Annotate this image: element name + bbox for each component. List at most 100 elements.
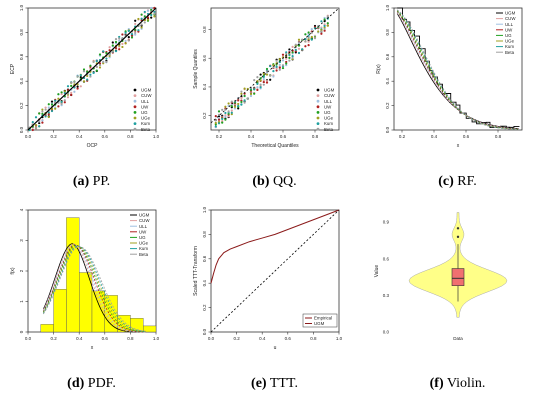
qq-point <box>259 86 262 89</box>
legend-label: UGe <box>141 116 151 121</box>
qq-point <box>230 109 233 112</box>
pp-point <box>76 85 79 88</box>
box-iqr <box>451 268 465 286</box>
legend-label: Kum <box>141 121 150 126</box>
rf-fitted-curve <box>396 10 519 130</box>
legend-swatch <box>316 105 320 109</box>
pp-point <box>34 126 38 129</box>
pp-point <box>102 60 105 64</box>
pp-point <box>60 93 63 96</box>
qq-point <box>240 96 243 100</box>
pp-point <box>150 6 153 10</box>
pp-point <box>124 42 127 45</box>
y-tick-label: 0.0 <box>202 328 207 335</box>
pp-point <box>73 80 76 84</box>
panel-rf: 0.2 0.4 0.6 0.8 0.0 0.2 0.4 0.6 0.8 1.0 x R(x) UGM CU… <box>366 0 549 202</box>
qq-point <box>307 44 310 47</box>
legend-swatch <box>316 116 320 120</box>
pp-point <box>111 44 114 47</box>
pp-point <box>54 99 57 102</box>
box-outlier <box>456 235 460 239</box>
qq-point <box>230 111 233 114</box>
x-tick-label: 0.4 <box>76 134 83 139</box>
qq-point <box>214 125 217 128</box>
legend-swatch <box>316 127 320 131</box>
pp-point <box>41 108 44 111</box>
qq-point <box>253 88 256 91</box>
qq-point <box>313 37 317 40</box>
qq-point <box>221 117 224 120</box>
pp-point <box>50 109 54 113</box>
qq-point <box>272 70 275 73</box>
qq-point <box>214 119 217 122</box>
x-tick-label: 0.2 <box>50 336 57 341</box>
qq-point <box>285 52 288 56</box>
pp-point <box>89 75 92 78</box>
y-axis-label: R(x) <box>376 64 382 74</box>
legend-label: UG <box>139 235 146 240</box>
pp-plot: 0.0 0.2 0.4 0.6 0.8 1.0 0.0 0.2 0.4 0.6 0.8 1.0 OCP E… <box>10 4 160 149</box>
qq-point <box>256 88 259 92</box>
qq-point <box>307 40 310 43</box>
qq-point <box>221 121 224 124</box>
qq-point <box>237 102 240 106</box>
qq-point <box>256 82 259 86</box>
qq-point <box>323 26 326 29</box>
qq-point <box>243 87 246 90</box>
panel-pdf: 0.0 0.2 0.4 0.6 0.8 1.0 0 1 2 3 4 x f(x) UGM CUW ULL UW U… <box>0 202 183 404</box>
legend-swatch <box>133 94 137 97</box>
legend-swatch <box>316 122 320 125</box>
legend-label: Kum <box>324 121 333 126</box>
y-tick-label: 0 <box>19 330 24 333</box>
pp-point <box>134 28 137 31</box>
histogram-bar <box>91 290 106 333</box>
y-axis-label: f(x) <box>10 267 16 275</box>
qq-point <box>224 111 227 115</box>
pp-point <box>108 53 111 56</box>
qq-point <box>217 122 221 125</box>
qq-point <box>281 53 285 56</box>
qq-point <box>233 105 237 108</box>
y-axis-label: Scaled TTT-Transform <box>193 246 199 296</box>
x-tick-label: 0.4 <box>259 336 266 341</box>
qq-point <box>217 113 221 117</box>
y-tick-label: 0.6 <box>202 55 207 62</box>
pp-point <box>86 78 89 81</box>
qq-point <box>326 15 329 18</box>
legend-swatch <box>316 111 320 114</box>
pp-point <box>54 107 57 110</box>
qq-point <box>291 51 294 54</box>
qq-point <box>294 43 297 46</box>
qq-point <box>304 33 307 36</box>
qq-point <box>304 40 307 43</box>
pp-point <box>95 60 98 63</box>
legend-label: UW <box>141 104 149 109</box>
qq-point <box>265 73 269 76</box>
x-tick-label: 0.8 <box>127 134 134 139</box>
pp-point <box>38 121 41 125</box>
y-tick-label: 0.4 <box>202 83 207 90</box>
y-tick-label: 1 <box>19 300 24 303</box>
pp-point <box>143 15 146 18</box>
qq-point <box>291 55 294 58</box>
pp-point <box>47 113 50 116</box>
pp-point <box>127 39 130 42</box>
pp-point <box>57 93 60 96</box>
qq-point <box>278 63 281 66</box>
y-tick-label: 0.8 <box>19 29 24 36</box>
qq-point <box>221 108 224 111</box>
histogram-bar <box>66 217 80 333</box>
pp-point <box>111 50 114 53</box>
pp-point <box>150 8 153 12</box>
legend-label: UGe <box>139 241 149 246</box>
pp-point <box>95 65 98 68</box>
qq-point <box>285 57 288 60</box>
pp-point <box>98 63 102 67</box>
pp-point <box>47 111 50 114</box>
qq-point <box>281 59 285 62</box>
pp-point <box>60 91 63 94</box>
qq-point <box>285 64 288 67</box>
rf-fitted-curve <box>396 12 519 130</box>
ttt-ugm-line <box>210 209 340 333</box>
pp-point <box>150 13 153 17</box>
